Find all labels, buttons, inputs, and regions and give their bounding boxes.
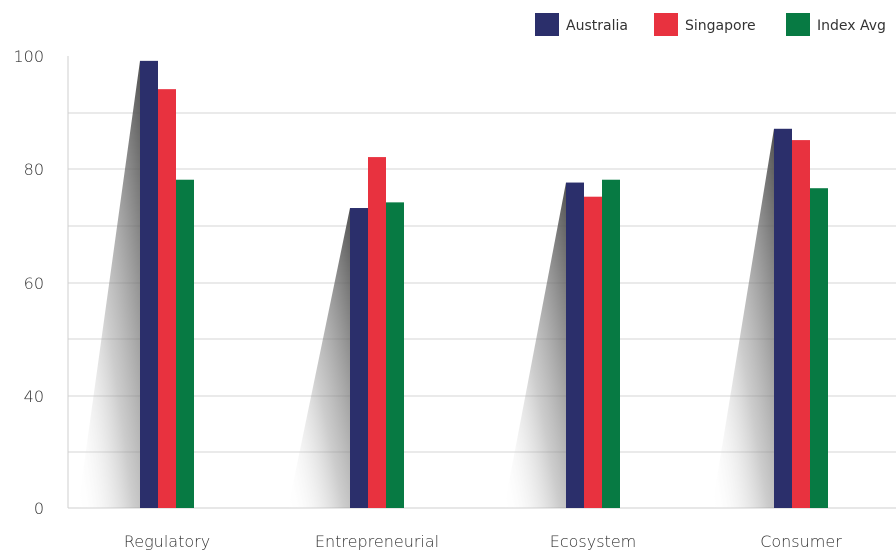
- bar-index-avg-ecosystem: [602, 179, 620, 508]
- legend: Australia Singapore Index Avg: [535, 13, 886, 36]
- bar-australia-entrepreneurial: [350, 208, 368, 508]
- bar-index-avg-regulatory: [176, 179, 194, 508]
- legend-swatch: [654, 13, 678, 36]
- bar-singapore-regulatory: [158, 89, 176, 508]
- x-category-label: Entrepreneurial: [315, 532, 439, 551]
- x-category-label: Consumer: [760, 532, 842, 551]
- bar-singapore-consumer: [792, 140, 810, 508]
- bar-singapore-entrepreneurial: [368, 157, 386, 508]
- legend-label: Australia: [566, 18, 628, 34]
- legend-label: Singapore: [685, 18, 756, 34]
- bar-shadow: [712, 128, 774, 508]
- bar-shadow: [504, 182, 566, 509]
- x-axis: Regulatory Entrepreneurial Ecosystem Consum…: [124, 532, 842, 551]
- bar-shadow: [78, 60, 140, 509]
- bars: [140, 60, 828, 509]
- bar-australia-regulatory: [140, 60, 158, 509]
- bar-singapore-ecosystem: [584, 196, 602, 508]
- gridlines: [68, 112, 896, 453]
- y-tick-label: 0: [34, 499, 44, 518]
- bar-index-avg-consumer: [810, 188, 828, 508]
- x-category-label: Regulatory: [124, 532, 210, 551]
- bar-shadow: [288, 208, 350, 508]
- y-tick-label: 60: [24, 274, 44, 293]
- bar-shadows: [78, 60, 774, 509]
- y-tick-label: 40: [24, 387, 44, 406]
- y-tick-label: 100: [13, 47, 44, 66]
- legend-label: Index Avg: [817, 18, 886, 34]
- y-tick-label: 80: [24, 160, 44, 179]
- bar-australia-consumer: [774, 128, 792, 508]
- bar-index-avg-entrepreneurial: [386, 202, 404, 509]
- bar-australia-ecosystem: [566, 182, 584, 509]
- legend-swatch: [535, 13, 559, 36]
- legend-swatch: [786, 13, 810, 36]
- x-category-label: Ecosystem: [550, 532, 637, 551]
